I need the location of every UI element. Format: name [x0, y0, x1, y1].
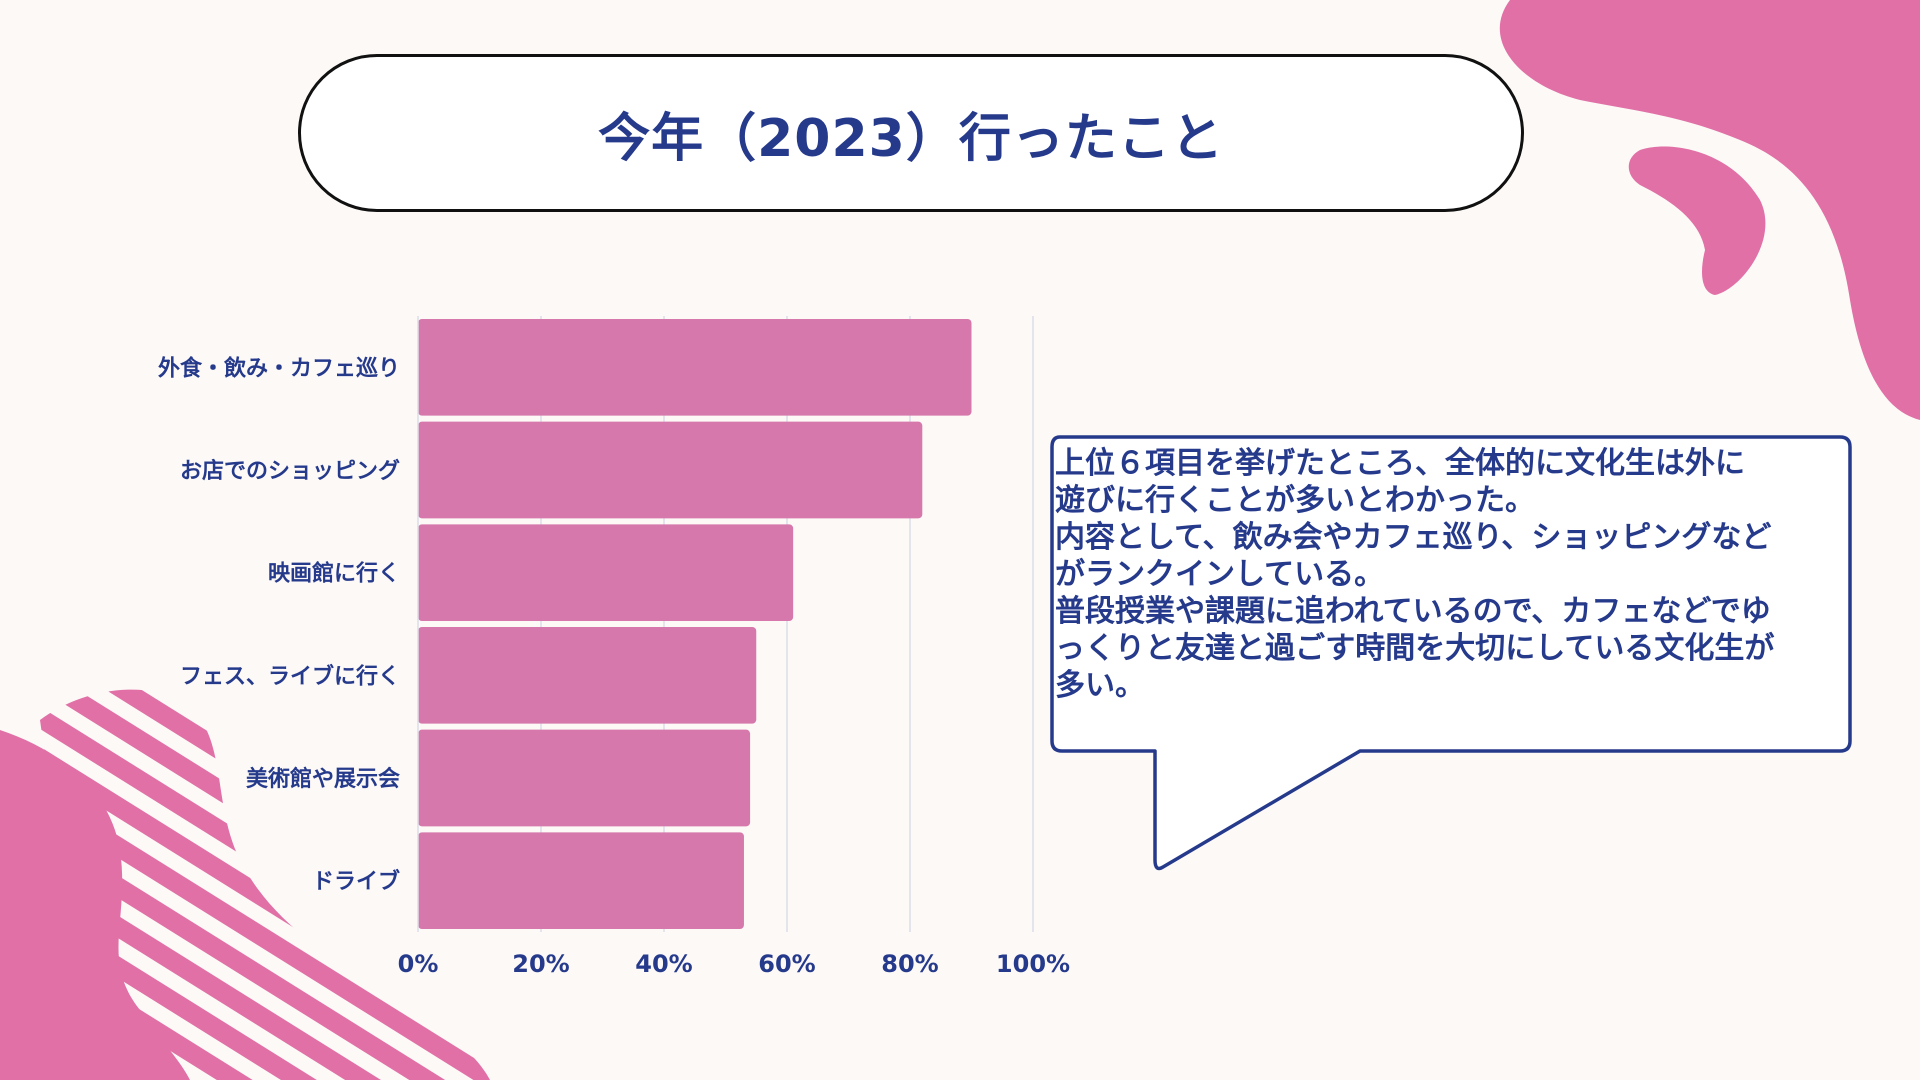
category-label: フェス、ライブに行く — [180, 663, 400, 689]
bar — [418, 627, 757, 724]
title-pill: 今年（2023）行ったこと — [298, 54, 1524, 212]
x-tick-label: 0% — [398, 950, 439, 978]
bar — [418, 524, 794, 621]
x-tick-label: 80% — [881, 950, 938, 978]
comment-text: 上位６項目を挙げたところ、全体的に文化生は外に 遊びに行くことが多いとわかった。… — [1055, 446, 1775, 703]
category-label: お店でのショッピング — [180, 458, 400, 484]
bar — [418, 729, 751, 827]
striped-blob — [40, 689, 490, 1080]
bar — [418, 832, 744, 929]
category-label: 美術館や展示会 — [246, 766, 400, 792]
category-label: 外食・飲み・カフェ巡り — [158, 355, 400, 381]
x-tick-label: 60% — [758, 950, 815, 978]
category-label: 映画館に行く — [268, 561, 400, 587]
top-right-drop — [1628, 146, 1766, 295]
top-right-blob — [1499, 0, 1920, 420]
x-tick-label: 40% — [635, 950, 692, 978]
x-tick-label: 20% — [512, 950, 569, 978]
x-tick-label: 100% — [996, 950, 1070, 978]
bar — [418, 319, 972, 416]
bottom-left-blob — [0, 730, 190, 1080]
category-label: ドライブ — [312, 869, 400, 895]
slide-title: 今年（2023）行ったこと — [598, 108, 1224, 169]
bar — [418, 421, 923, 519]
